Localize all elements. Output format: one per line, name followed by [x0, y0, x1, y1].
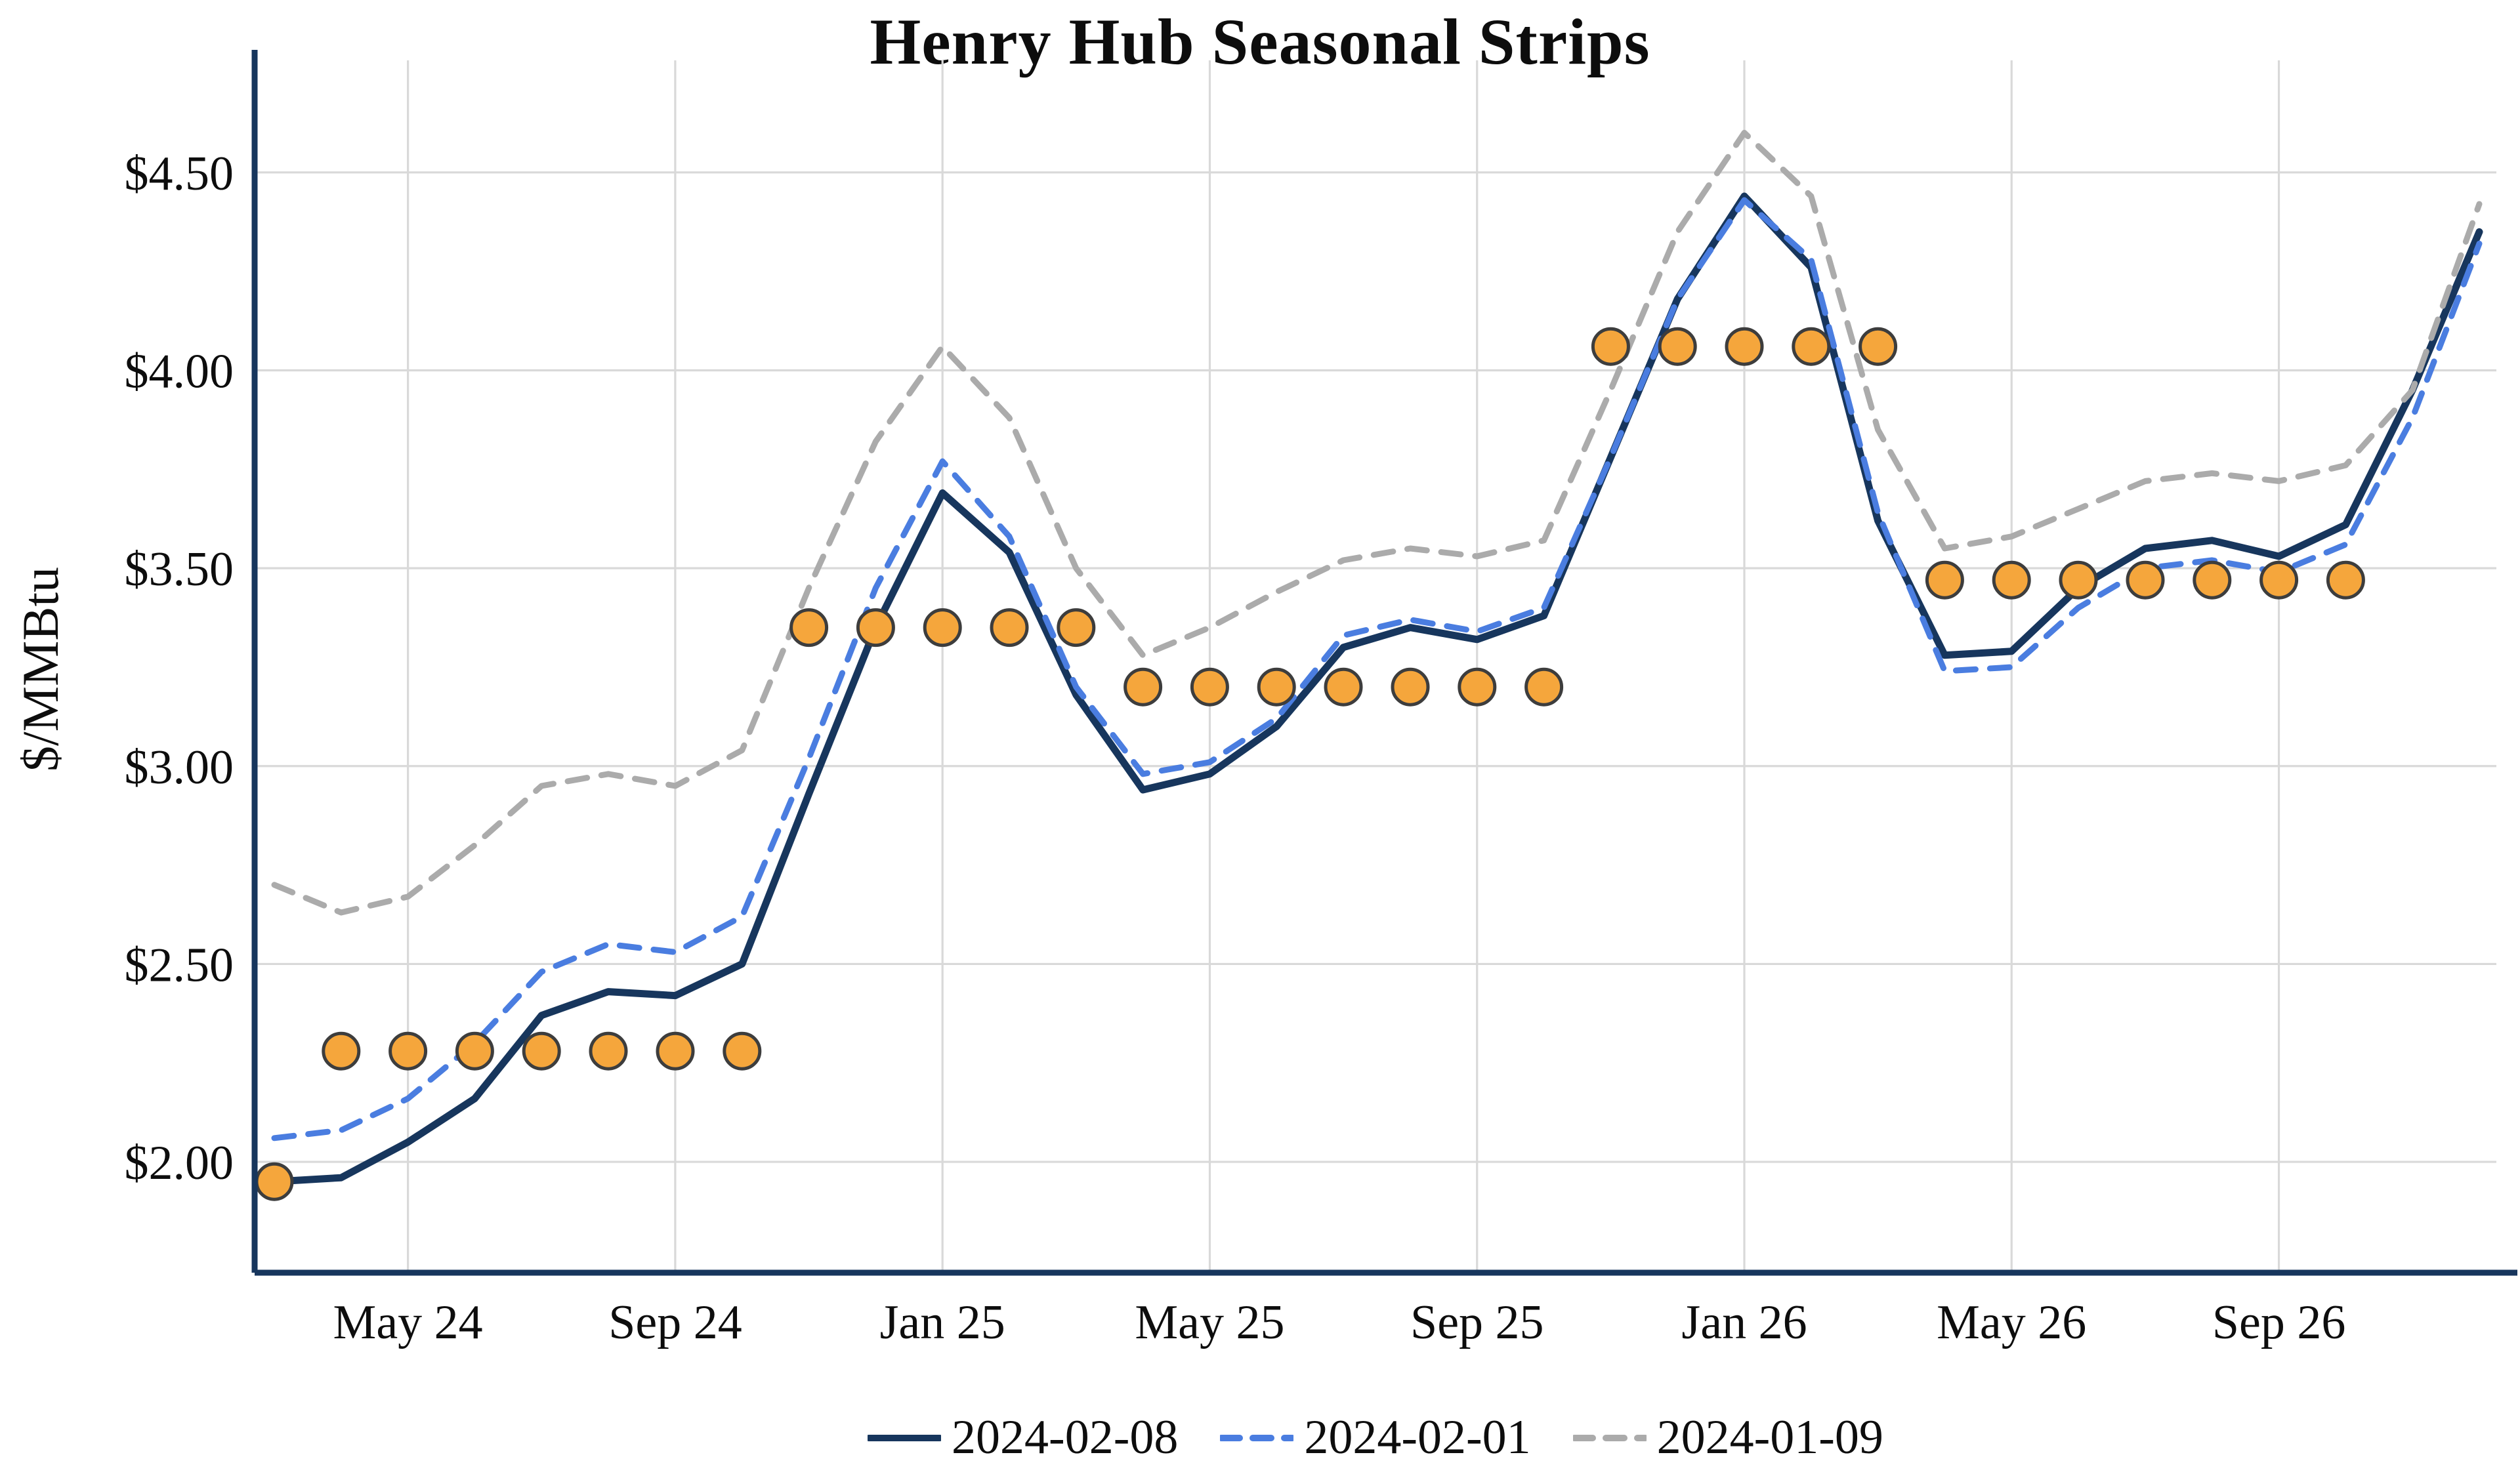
- seasonal-strip-marker: [589, 1031, 628, 1071]
- x-tick-label: Sep 26: [2212, 1296, 2346, 1349]
- y-tick-label: $2.00: [125, 1136, 234, 1190]
- y-tick-label: $4.50: [125, 147, 234, 201]
- legend-line-sample: [868, 1434, 942, 1441]
- seasonal-strip-marker: [388, 1031, 428, 1071]
- legend-label: 2024-02-08: [952, 1410, 1179, 1464]
- seasonal-strip-marker: [1992, 560, 2031, 600]
- y-tick-label: $3.00: [125, 741, 234, 794]
- seasonal-strip-marker: [1725, 327, 1764, 366]
- seasonal-strip-marker: [856, 608, 895, 648]
- series-line-2024-01-09: [271, 129, 2483, 916]
- seasonal-strip-marker: [1057, 608, 1096, 648]
- seasonal-strip-marker: [789, 608, 829, 648]
- seasonal-strip-marker: [1324, 667, 1363, 707]
- x-tick-label: May 25: [1135, 1296, 1284, 1349]
- y-tick-label: $3.50: [125, 543, 234, 596]
- seasonal-strip-marker: [656, 1031, 695, 1071]
- legend-item-2024-02-01: 2024-02-01: [1220, 1410, 1531, 1466]
- legend-item-2024-01-09: 2024-01-09: [1572, 1410, 1883, 1466]
- x-tick-label: Jan 26: [1681, 1296, 1807, 1349]
- x-tick-label: May 26: [1937, 1296, 2086, 1349]
- seasonal-strip-marker: [923, 608, 962, 648]
- seasonal-strip-marker: [723, 1031, 762, 1071]
- y-tick-label: $4.00: [125, 344, 234, 398]
- series-line-2024-02-08: [270, 192, 2483, 1185]
- seasonal-strip-marker: [1524, 667, 1564, 707]
- x-tick-label: Sep 25: [1410, 1296, 1544, 1349]
- legend-line-sample: [1220, 1434, 1294, 1441]
- seasonal-strip-marker: [1658, 327, 1697, 366]
- legend-line-sample: [1572, 1434, 1647, 1441]
- y-tick-label: $2.50: [125, 938, 234, 992]
- seasonal-strip-marker: [2259, 560, 2299, 600]
- seasonal-strip-marker: [990, 608, 1029, 648]
- x-tick-label: May 24: [333, 1296, 483, 1349]
- x-tick-label: Sep 24: [608, 1296, 742, 1349]
- seasonal-strip-marker: [255, 1162, 294, 1201]
- seasonal-strip-marker: [455, 1031, 494, 1071]
- seasonal-strip-marker: [2193, 560, 2232, 600]
- seasonal-strip-marker: [1858, 327, 1898, 366]
- series-line-2024-02-01: [271, 197, 2483, 1141]
- seasonal-strip-marker: [1792, 327, 1831, 366]
- seasonal-strip-marker: [522, 1031, 561, 1071]
- seasonal-strip-marker: [322, 1031, 361, 1071]
- legend-item-2024-02-08: 2024-02-08: [868, 1410, 1178, 1466]
- x-tick-label: Jan 25: [880, 1296, 1005, 1349]
- chart-legend: 2024-02-08 2024-02-01 2024-01-09: [255, 1410, 2496, 1466]
- legend-label: 2024-02-01: [1304, 1410, 1531, 1464]
- seasonal-strip-marker: [2326, 560, 2365, 600]
- seasonal-strip-marker: [1591, 327, 1630, 366]
- seasonal-strip-marker: [1124, 667, 1163, 707]
- seasonal-strip-marker: [1925, 560, 1964, 600]
- seasonal-strip-marker: [2059, 560, 2098, 600]
- seasonal-strip-marker: [1458, 667, 1497, 707]
- seasonal-strip-marker: [1391, 667, 1430, 707]
- seasonal-strip-marker: [1257, 667, 1296, 707]
- chart-title: Henry Hub Seasonal Strips: [870, 5, 1650, 78]
- legend-label: 2024-01-09: [1656, 1410, 1883, 1464]
- seasonal-strip-marker: [2126, 560, 2165, 600]
- seasonal-strip-marker: [1190, 667, 1229, 707]
